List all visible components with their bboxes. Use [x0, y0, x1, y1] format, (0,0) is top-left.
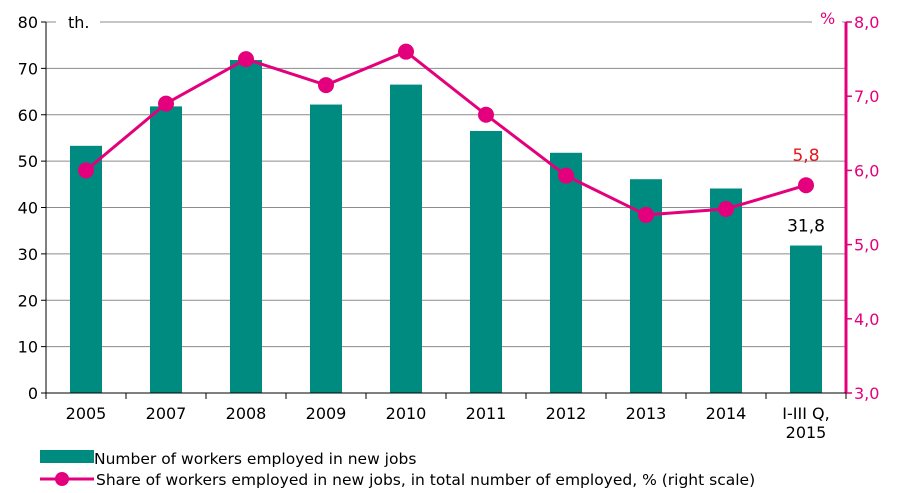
bar [70, 145, 102, 393]
left-tick-label: 80 [18, 13, 38, 32]
bar [230, 60, 262, 394]
right-tick-label: 8,0 [854, 13, 879, 32]
x-tick-label: 2013 [626, 404, 667, 423]
bar [470, 130, 502, 393]
x-tick-label: I-III Q, [782, 404, 829, 423]
line-point [718, 200, 734, 217]
line-point [398, 43, 414, 60]
line-point [158, 95, 174, 112]
legend-bar-swatch [40, 450, 94, 463]
line-point [318, 77, 334, 94]
left-tick-label: 70 [18, 59, 38, 78]
legend-bar-label: Number of workers employed in new jobs [94, 450, 416, 468]
right-tick-label: 6,0 [854, 161, 879, 180]
data-labels: 31,8 5,8 [787, 146, 825, 236]
bar [550, 152, 582, 393]
right-tick-label: 3,0 [854, 384, 879, 403]
x-tick-label: 2007 [146, 404, 187, 423]
line-point [558, 167, 574, 184]
left-tick-label: 10 [18, 338, 38, 357]
legend: Number of workers employed in new jobs Sh… [40, 450, 755, 489]
legend-line-label: Share of workers employed in new jobs, i… [96, 471, 755, 489]
line-point [238, 51, 254, 68]
axes [41, 11, 852, 399]
x-tick-label: 2008 [226, 404, 267, 423]
right-tick-label: 4,0 [854, 310, 879, 329]
bar [390, 84, 422, 393]
bar [310, 104, 342, 394]
left-tick-label: 20 [18, 291, 38, 310]
left-tick-label: 40 [18, 199, 38, 218]
share-line [85, 50, 807, 217]
x-tick-label: 2015 [786, 423, 827, 442]
right-axis-unit: % [820, 9, 835, 28]
legend-line-marker [55, 472, 69, 486]
bar [710, 188, 742, 393]
x-tick-label: 2005 [66, 404, 107, 423]
line-point [478, 106, 494, 123]
line-point [638, 206, 654, 223]
left-tick-label: 0 [28, 384, 38, 403]
x-tick-label: 2011 [466, 404, 507, 423]
bar-data-label: 31,8 [787, 217, 825, 237]
line-data-label: 5,8 [792, 146, 819, 166]
line-series [78, 43, 814, 223]
x-tick-label: 2012 [546, 404, 587, 423]
left-tick-label: 60 [18, 106, 38, 125]
bar [150, 106, 182, 393]
x-tick-label: 2014 [706, 404, 747, 423]
left-tick-label: 30 [18, 245, 38, 264]
right-tick-label: 7,0 [854, 87, 879, 106]
bar-series [70, 60, 822, 394]
bar [790, 245, 822, 393]
x-tick-label: 2009 [306, 404, 347, 423]
unit-right-bg [812, 11, 842, 33]
x-tick-label: 2010 [386, 404, 427, 423]
left-axis-unit: th. [68, 13, 90, 32]
unit-left-bg [56, 11, 100, 33]
tick-labels: 0 10 20 30 40 50 60 70 80 3,0 4,0 5,0 6,0 7,0 8,0 th. % 2… [18, 9, 880, 442]
left-tick-label: 50 [18, 152, 38, 171]
line-point [798, 177, 814, 194]
line-point [78, 162, 94, 179]
right-tick-label: 5,0 [854, 236, 879, 255]
